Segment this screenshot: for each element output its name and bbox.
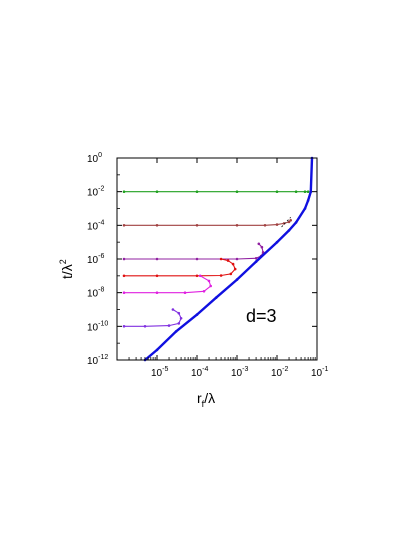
series-green-point-7: [306, 190, 310, 193]
envelope-point-3: [195, 313, 199, 316]
series-brown-point-0: [122, 224, 126, 227]
envelope-point-5: [235, 278, 239, 281]
envelope-point-7: [275, 240, 279, 244]
y-tick-label-2: 10-4: [87, 219, 104, 232]
series-green-point-2: [195, 190, 199, 193]
axis-ticks: 10-5 10-4 10-3 10-2 10-1 100 10-2 10-4 10-6 10-8 1…: [87, 152, 328, 379]
y-tick-label-1: 10-2: [87, 186, 104, 199]
series-magenta-line: [124, 275, 212, 294]
series-purple-point-2: [195, 257, 199, 261]
x-tick-label-4: 10-1: [311, 366, 328, 379]
series-red-point-0: [122, 274, 126, 278]
series-red-point-3: [219, 274, 223, 277]
y-tick-label-3: 10-6: [87, 253, 104, 266]
envelope-point-2: [174, 330, 178, 333]
series-magenta-point-3: [202, 290, 206, 293]
x-tick-label-0: 10-5: [151, 366, 168, 379]
x-tick-label-1: 10-4: [191, 366, 208, 379]
series-violet-point-5: [177, 311, 181, 315]
series-brown-point-1: [155, 224, 159, 227]
envelope-point-9: [294, 221, 298, 224]
series-brown-point-7: [287, 220, 291, 224]
x-tick-label-3: 10-2: [271, 366, 288, 379]
y-tick-label-5: 10-10: [87, 320, 108, 333]
series-red-point-2: [195, 274, 199, 278]
series-violet-point-3: [177, 322, 181, 325]
series-brown-point-8: [289, 219, 293, 222]
series-violet-line: [124, 309, 182, 327]
series-magenta-point-4: [209, 284, 212, 288]
series-violet-point-6: [171, 308, 175, 311]
series-red-point-8: [219, 257, 223, 261]
series-red-line: [124, 258, 236, 277]
series-magenta-point-5: [207, 279, 211, 283]
series-brown-point-5: [275, 223, 279, 226]
series-green-point-5: [294, 190, 298, 193]
series-brown-point-3: [235, 224, 239, 227]
series-green-point-4: [275, 190, 279, 193]
dimension-annotation: d=3: [246, 306, 277, 326]
series-purple-point-7: [260, 245, 264, 249]
series-violet-point-2: [167, 324, 171, 327]
envelope-point-8: [287, 229, 291, 232]
series-red-point-4: [229, 272, 233, 276]
series-magenta-point-2: [183, 291, 187, 295]
series-purple-point-1: [155, 257, 159, 261]
series-green-point-0: [122, 190, 126, 193]
series-magenta-point-6: [198, 274, 202, 278]
y-tick-label-4: 10-8: [87, 287, 104, 300]
series-violet-point-4: [179, 317, 183, 320]
series-purple-point-3: [235, 257, 239, 261]
series-green-point-1: [155, 190, 159, 193]
envelope-point-6: [254, 260, 258, 263]
series-purple-point-4: [254, 257, 258, 260]
y-tick-label-6: 10-12: [87, 354, 108, 367]
series-violet-point-0: [122, 325, 126, 328]
series-magenta-point-0: [122, 291, 126, 295]
series-green-point-6: [303, 190, 307, 193]
envelope-point-10: [303, 207, 307, 210]
x-axis-label: rf/λ: [197, 390, 215, 409]
series-magenta-point-1: [155, 291, 159, 295]
y-tick-label-0: 100: [87, 152, 102, 165]
series-red-point-7: [226, 259, 230, 262]
x-tick-label-2: 10-3: [231, 366, 248, 379]
series-brown-point-2: [195, 224, 199, 227]
envelope-line: [144, 157, 314, 361]
envelope-point-12: [309, 190, 313, 193]
envelope-point-11: [306, 199, 310, 202]
series-purple-line: [124, 243, 264, 260]
plot-area: [122, 156, 314, 362]
envelope-point-4: [214, 296, 218, 300]
envelope-point-1: [155, 348, 159, 352]
series-violet-point-1: [143, 325, 147, 328]
series-red-point-6: [231, 262, 235, 266]
series-red-point-1: [155, 274, 159, 278]
series-purple-point-8: [257, 242, 261, 246]
series-red-point-5: [233, 267, 237, 271]
y-axis-label: t/λ2: [58, 259, 75, 279]
series-green-point-3: [235, 190, 239, 193]
series-brown-point-4: [263, 224, 267, 227]
series-purple-point-0: [122, 257, 126, 261]
